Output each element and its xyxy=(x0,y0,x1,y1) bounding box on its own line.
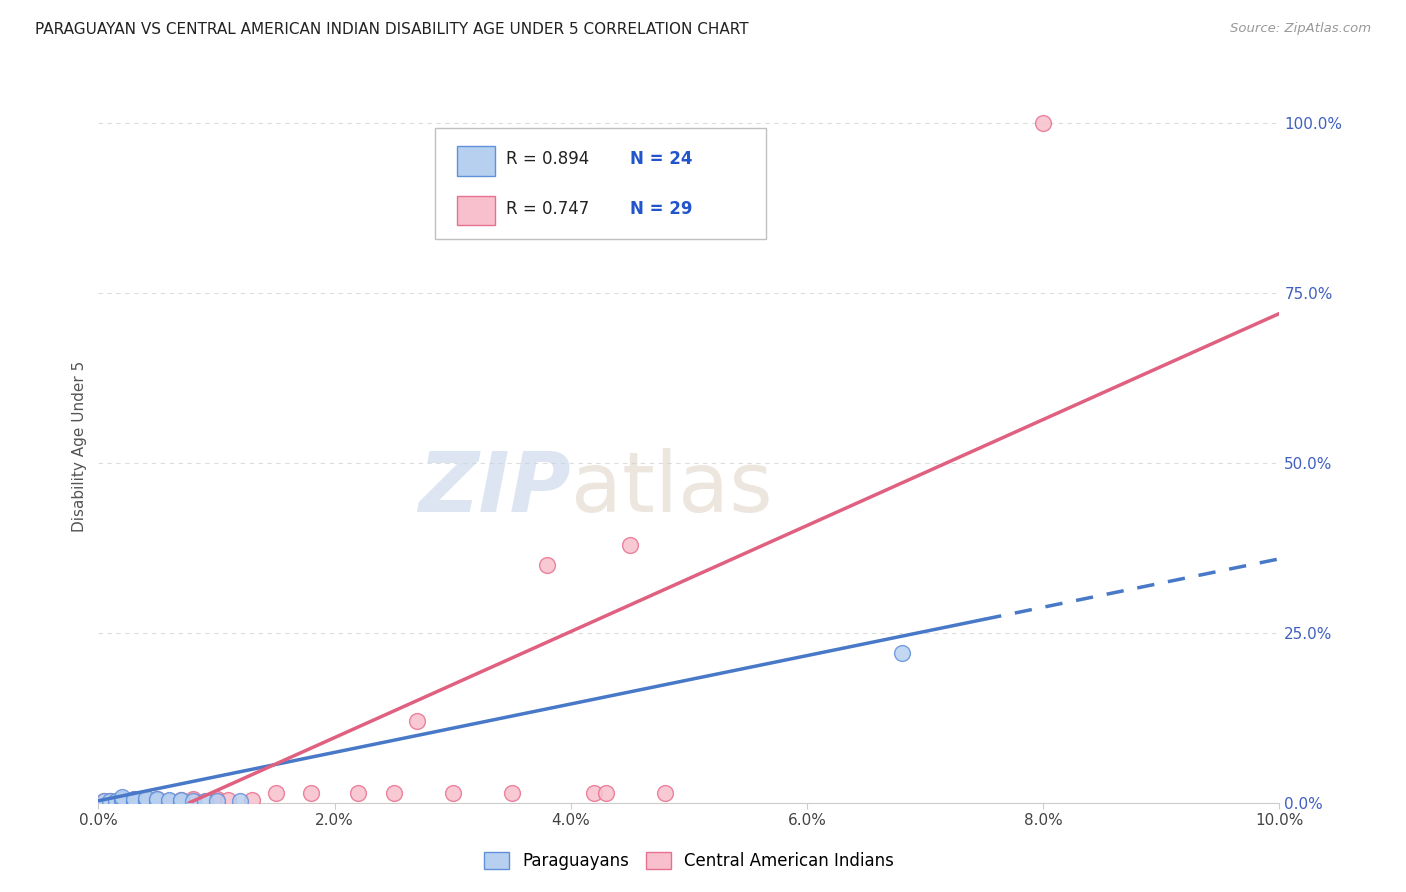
Point xyxy=(181,793,204,807)
FancyBboxPatch shape xyxy=(457,195,495,226)
Point xyxy=(122,791,145,805)
Point xyxy=(1032,116,1054,130)
Point xyxy=(122,794,145,808)
Point xyxy=(382,786,405,800)
Point xyxy=(170,793,193,807)
Point xyxy=(122,793,145,807)
Point xyxy=(146,793,169,807)
Point xyxy=(157,793,180,807)
Legend: Paraguayans, Central American Indians: Paraguayans, Central American Indians xyxy=(477,845,901,877)
Point xyxy=(181,791,204,805)
Point xyxy=(583,786,606,800)
Point xyxy=(205,793,228,807)
Point xyxy=(111,794,134,808)
Text: atlas: atlas xyxy=(571,449,772,529)
Point xyxy=(441,786,464,800)
Point xyxy=(146,791,169,805)
Point xyxy=(217,793,239,807)
Point xyxy=(135,793,157,807)
Text: R = 0.894: R = 0.894 xyxy=(506,150,589,168)
FancyBboxPatch shape xyxy=(434,128,766,239)
FancyBboxPatch shape xyxy=(457,145,495,176)
Point xyxy=(98,794,121,808)
Point xyxy=(111,790,134,805)
Point xyxy=(135,791,157,805)
Point xyxy=(135,793,157,807)
Point xyxy=(501,786,523,800)
Point xyxy=(111,792,134,806)
Point xyxy=(595,786,617,800)
Point xyxy=(170,794,193,808)
Point xyxy=(406,714,429,729)
Point xyxy=(619,537,641,551)
Point xyxy=(98,794,121,808)
Text: N = 24: N = 24 xyxy=(630,150,692,168)
Point xyxy=(299,786,322,800)
Point xyxy=(157,794,180,808)
Point xyxy=(205,791,228,805)
Point xyxy=(93,794,115,808)
Point xyxy=(240,793,263,807)
Point xyxy=(205,794,228,808)
Point xyxy=(229,794,252,808)
Point xyxy=(181,794,204,808)
Text: Source: ZipAtlas.com: Source: ZipAtlas.com xyxy=(1230,22,1371,36)
Point xyxy=(264,786,287,800)
Point xyxy=(146,794,169,808)
Point xyxy=(170,793,193,807)
Point xyxy=(93,794,115,808)
Point xyxy=(157,794,180,808)
Point xyxy=(111,794,134,808)
Point xyxy=(135,794,157,808)
Point xyxy=(536,558,558,572)
Point xyxy=(347,786,370,800)
Text: R = 0.747: R = 0.747 xyxy=(506,200,589,218)
Point xyxy=(890,646,912,660)
Point xyxy=(194,794,217,808)
Y-axis label: Disability Age Under 5: Disability Age Under 5 xyxy=(72,360,87,532)
Text: PARAGUAYAN VS CENTRAL AMERICAN INDIAN DISABILITY AGE UNDER 5 CORRELATION CHART: PARAGUAYAN VS CENTRAL AMERICAN INDIAN DI… xyxy=(35,22,749,37)
Point xyxy=(122,792,145,806)
Point xyxy=(105,794,128,808)
Text: N = 29: N = 29 xyxy=(630,200,692,218)
Point xyxy=(146,792,169,806)
Point xyxy=(146,794,169,808)
Text: ZIP: ZIP xyxy=(418,449,571,529)
Point xyxy=(654,786,676,800)
Point xyxy=(122,794,145,808)
